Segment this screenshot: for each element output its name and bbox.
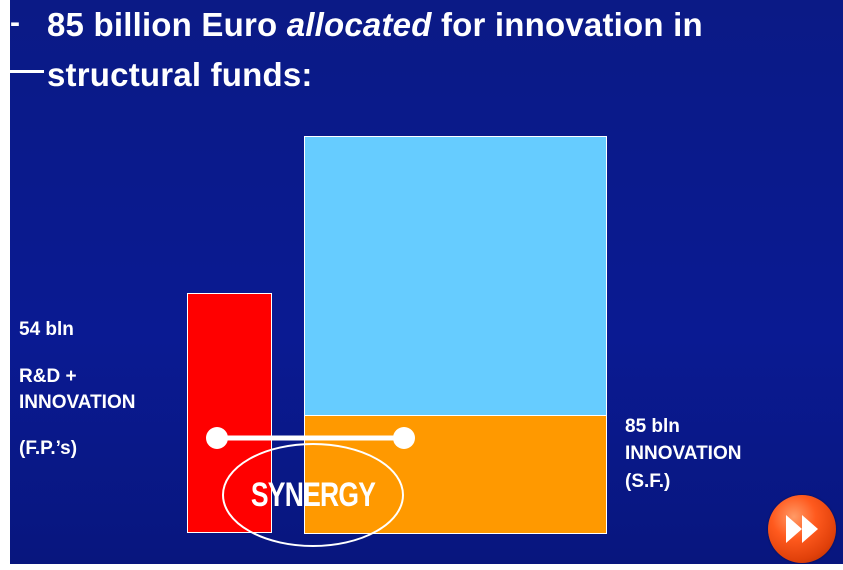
page-title-line-1: 85 billion Euro allocated for innovation… xyxy=(47,6,703,44)
slide: - 85 billion Euro allocated for innovati… xyxy=(10,0,843,564)
sf-category-label: INNOVATION xyxy=(625,443,742,464)
title-text-1: 85 billion Euro xyxy=(47,6,287,43)
fp-category-label-2: INNOVATION xyxy=(19,392,136,413)
upper-box xyxy=(304,136,607,416)
fp-subtitle-label: (F.P.’s) xyxy=(19,438,78,459)
framework-programme-bar xyxy=(187,293,272,533)
synergy-ellipse xyxy=(222,443,404,547)
synergy-node-right xyxy=(393,427,415,449)
fast-forward-icon xyxy=(786,515,818,543)
title-bullet: - xyxy=(10,6,21,39)
synergy-label: SYNERGY xyxy=(250,476,376,514)
sf-amount-label: 85 bln xyxy=(625,416,680,437)
next-slide-button[interactable] xyxy=(768,495,836,563)
synergy-node-left xyxy=(206,427,228,449)
title-text-2: for innovation in xyxy=(431,6,703,43)
fp-category-label-1: R&D + xyxy=(19,366,77,387)
synergy-connector xyxy=(206,427,415,547)
page-title-line-2: structural funds: xyxy=(47,56,313,93)
title-emphasis: allocated xyxy=(286,6,432,43)
fp-amount-label: 54 bln xyxy=(19,319,74,340)
title-dash xyxy=(10,70,44,73)
sf-subtitle-label: (S.F.) xyxy=(625,471,671,492)
